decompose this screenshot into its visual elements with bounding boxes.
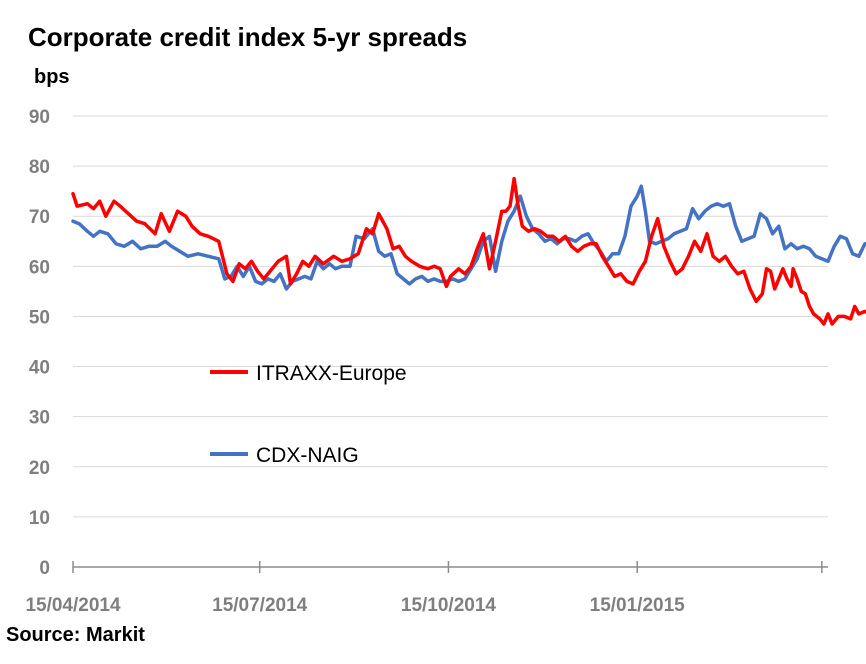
y-tick-label: 30 — [29, 408, 50, 429]
x-tick-label: 15/04/2014 — [25, 595, 121, 616]
x-tick-label: 15/01/2015 — [590, 595, 686, 616]
gridlines — [73, 115, 828, 518]
chart-title: Corporate credit index 5-yr spreads — [28, 22, 468, 52]
legend: ITRAXX-Europe CDX-NAIG — [210, 362, 407, 467]
series-line-cdx-naig — [71, 184, 866, 291]
series-line-itraxx-europe — [71, 176, 866, 326]
series-lines — [71, 176, 866, 326]
y-axis-unit: bps — [34, 66, 70, 88]
y-tick-label: 70 — [29, 207, 50, 228]
legend-label: ITRAXX-Europe — [256, 362, 407, 385]
y-tick-label: 90 — [29, 107, 50, 128]
x-axis: 15/04/2014 15/07/2014 15/10/2014 15/01/2015 — [25, 561, 828, 616]
y-tick-label: 50 — [29, 307, 50, 328]
x-tick-label: 15/07/2014 — [212, 595, 308, 616]
y-tick-label: 40 — [29, 358, 50, 379]
y-tick-label: 60 — [29, 257, 50, 278]
y-tick-label: 0 — [39, 558, 50, 579]
y-axis-ticks: 0 10 20 30 40 50 60 70 80 90 — [29, 107, 50, 579]
x-tick-label: 15/10/2014 — [401, 595, 497, 616]
source-note: Source: Markit — [6, 624, 145, 646]
y-tick-label: 80 — [29, 157, 50, 178]
y-tick-label: 20 — [29, 458, 50, 479]
legend-label: CDX-NAIG — [256, 444, 359, 467]
y-tick-label: 10 — [29, 508, 50, 529]
